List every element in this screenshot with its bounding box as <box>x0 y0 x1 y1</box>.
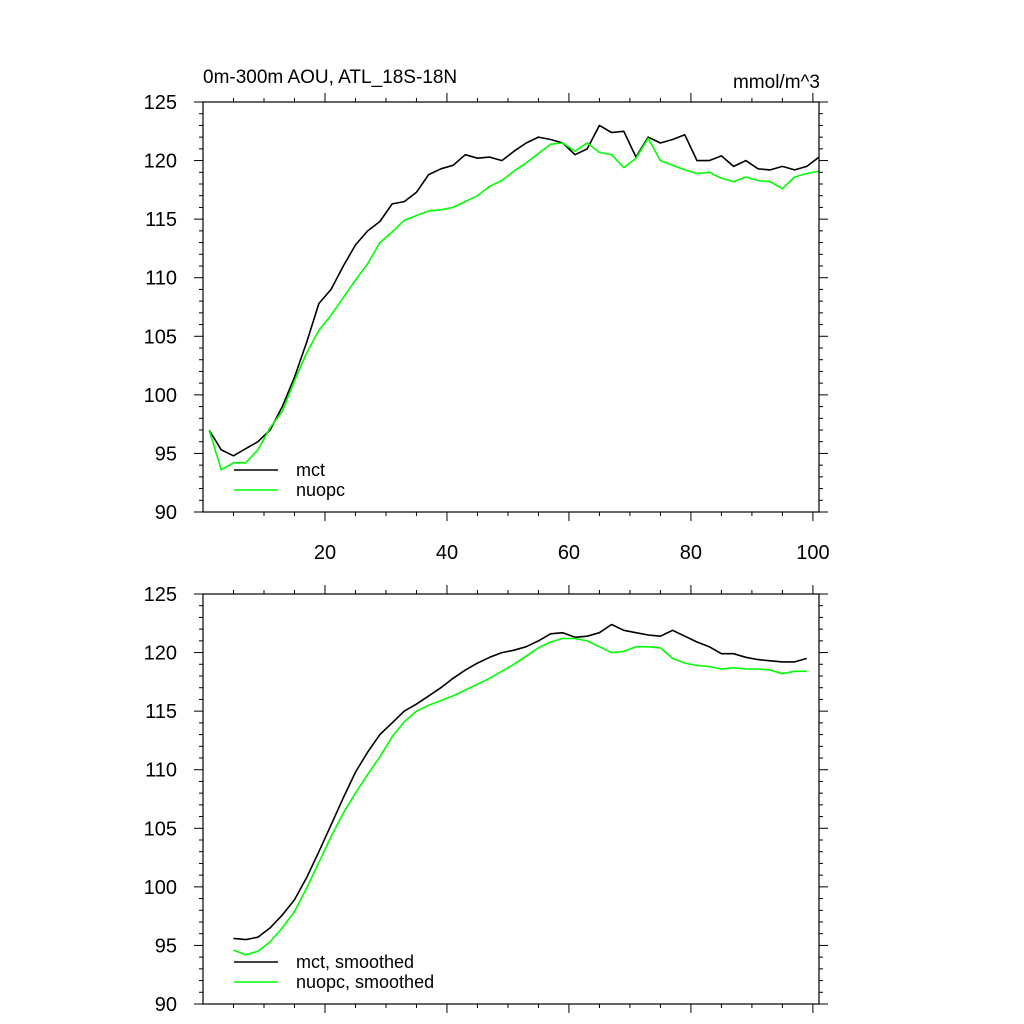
y-tick-label: 105 <box>144 326 177 348</box>
y-tick-label: 90 <box>155 994 177 1016</box>
series-line-mct <box>208 124 820 457</box>
legend-label-nuopc-smoothed: nuopc, smoothed <box>296 972 434 992</box>
top-plot-frame <box>202 101 820 513</box>
chart-title: 0m-300m AOU, ATL_18S-18N <box>203 67 457 88</box>
top-axes-ticks <box>194 93 828 521</box>
x-tick-label: 40 <box>436 542 458 564</box>
bottom-plot-frame <box>202 593 820 1005</box>
top-legend: mct nuopc <box>234 460 345 500</box>
top-x-tick-labels: 20 40 60 80 100 <box>314 542 830 564</box>
x-tick-label: 100 <box>796 542 829 564</box>
y-tick-label: 125 <box>144 584 177 606</box>
top-chart-panel: 0m-300m AOU, ATL_18S-18N mmol/m^3 90 95 10… <box>144 67 830 564</box>
top-series-lines <box>208 124 820 471</box>
y-tick-label: 120 <box>144 151 177 173</box>
series-line-mct-smoothed <box>233 623 808 941</box>
x-tick-label: 20 <box>314 542 336 564</box>
x-tick-label: 80 <box>680 542 702 564</box>
bottom-axes-ticks <box>194 585 828 1013</box>
y-tick-label: 105 <box>144 818 177 840</box>
y-tick-label: 90 <box>155 502 177 524</box>
top-y-tick-labels: 90 95 100 105 110 115 120 125 <box>144 92 177 524</box>
y-tick-label: 100 <box>144 385 177 407</box>
series-line-nuopc-smoothed <box>233 637 807 956</box>
x-tick-label: 60 <box>558 542 580 564</box>
legend-label-mct-smoothed: mct, smoothed <box>296 952 414 972</box>
legend-label-mct: mct <box>296 460 325 480</box>
y-tick-label: 95 <box>155 443 177 465</box>
y-tick-label: 95 <box>155 935 177 957</box>
y-tick-label: 115 <box>145 701 177 723</box>
bottom-y-tick-labels: 90 95 100 105 110 115 120 125 <box>144 584 177 1016</box>
legend-label-nuopc: nuopc <box>296 480 345 500</box>
bottom-series-lines <box>233 623 808 956</box>
y-tick-label: 120 <box>144 643 177 665</box>
y-tick-label: 110 <box>145 760 177 782</box>
bottom-chart-panel: 90 95 100 105 110 115 120 125 mct, smoothed nuo… <box>144 584 828 1016</box>
y-tick-label: 125 <box>144 92 177 114</box>
units-label: mmol/m^3 <box>733 72 820 93</box>
y-tick-label: 115 <box>145 209 177 231</box>
y-tick-label: 110 <box>145 268 177 290</box>
y-tick-label: 100 <box>144 877 177 899</box>
series-line-nuopc <box>208 137 820 471</box>
bottom-legend: mct, smoothed nuopc, smoothed <box>234 952 434 992</box>
